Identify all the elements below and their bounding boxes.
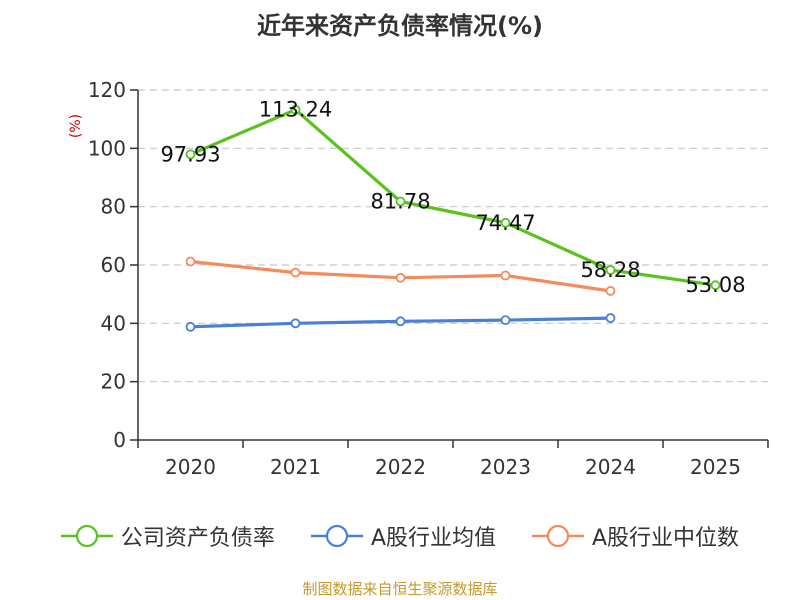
data-label-2023: 74.47 [475,211,535,235]
data-point-s2-2020 [185,256,196,267]
data-label-2025: 53.08 [685,273,745,297]
axes: 0 20 40 60 80 100 120 2020 2021 2022 2023 2024 2025 (… [68,78,769,479]
y-tick-label-120: 120 [88,78,126,102]
data-point-s1-2022 [395,316,406,327]
series [185,104,721,332]
legend-item-1[interactable]: A股行业均值 [310,520,496,552]
y-tick-label-40: 40 [101,311,126,335]
legend-label: 公司资产负债率 [120,526,275,551]
x-tick-label-2020: 2020 [165,455,216,479]
chart-title: 近年来资产负债率情况(%) [257,12,543,40]
y-tick-label-20: 20 [101,370,126,394]
data-labels: 97.93 113.24 81.78 74.47 58.28 53.08 [160,98,745,297]
y-axis-label: (%) [68,114,84,138]
data-point-s2-2023 [500,270,511,281]
y-tick-label-100: 100 [88,136,126,160]
data-point-s1-2024 [605,313,616,323]
data-point-s0-2020 [185,149,196,160]
data-point-s0-2023 [500,217,511,228]
x-tick-label-2023: 2023 [480,455,531,479]
data-label-2021: 113.24 [259,98,332,122]
legend-item-0[interactable]: 公司资产负债率 [60,520,275,552]
data-point-s2-2021 [290,267,301,278]
legend: 公司资产负债率 A股行业均值 A股行业中位数 [0,520,800,552]
data-point-s0-2024 [605,265,616,275]
legend-label: A股行业均值 [370,526,496,551]
legend-item-2[interactable]: A股行业中位数 [532,520,739,552]
data-point-s2-2024 [605,286,616,296]
legend-marker-icon [532,524,584,548]
x-tick-label-2022: 2022 [375,455,426,479]
data-point-s1-2020 [185,321,196,332]
data-point-s1-2023 [500,315,511,326]
y-tick-label-80: 80 [101,195,126,219]
data-label-2024: 58.28 [580,258,640,282]
x-tick-label-2024: 2024 [585,455,636,479]
grid-lines [138,89,768,383]
source-note: 制图数据来自恒生聚源数据库 [302,580,498,598]
data-point-s2-2022 [395,272,406,283]
x-tick-label-2021: 2021 [270,455,321,479]
legend-label: A股行业中位数 [592,526,740,551]
x-tick-label-2025: 2025 [690,455,741,479]
data-point-s0-2021 [290,104,301,115]
data-label-2020: 97.93 [160,142,220,166]
data-label-2022: 81.78 [370,189,430,213]
series-line-0 [189,108,716,287]
legend-marker-icon [310,524,363,548]
data-point-s1-2021 [290,318,301,329]
legend-marker-icon [60,524,113,548]
data-point-s0-2025 [710,280,721,291]
y-tick-label-60: 60 [101,253,126,277]
data-point-s0-2022 [395,196,406,207]
y-tick-label-0: 0 [113,428,126,452]
